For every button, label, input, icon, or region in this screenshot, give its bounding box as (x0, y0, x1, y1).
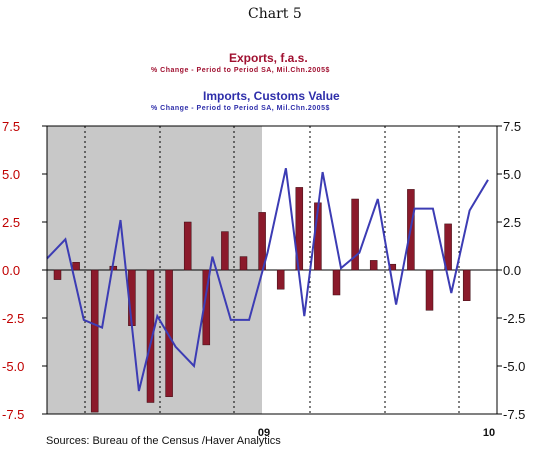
exports-bar (72, 262, 80, 271)
y-tick-label-right: 7.5 (503, 119, 521, 134)
x-tick-label: 10 (483, 427, 495, 439)
exports-bar (165, 269, 173, 397)
y-tick-label-left: 0.0 (2, 263, 20, 278)
y-tick-label-left: -7.5 (2, 407, 24, 422)
exports-bar (221, 231, 229, 271)
y-tick-label-right: 0.0 (503, 263, 521, 278)
exports-bar (462, 269, 471, 301)
exports-bar (276, 269, 285, 290)
y-tick-label-right: 2.5 (503, 215, 521, 230)
y-tick-label-left: -5.0 (2, 359, 24, 374)
y-tick-label-left: 5.0 (2, 167, 20, 182)
exports-bar (351, 198, 359, 271)
imports-line (46, 167, 489, 392)
y-tick-label-right: -5.0 (503, 359, 525, 374)
exports-bar (332, 269, 341, 296)
exports-bar (53, 269, 62, 280)
x-tick-label: 09 (258, 427, 270, 439)
y-tick-label-right: -7.5 (503, 407, 525, 422)
exports-bar (369, 260, 378, 271)
y-tick-label-left: 7.5 (2, 119, 20, 134)
exports-series-subtitle: % Change - Period to Period SA, Mil.Chn.… (151, 67, 330, 74)
y-tick-label-left: -2.5 (2, 311, 24, 326)
exports-bar (202, 269, 211, 346)
exports-bar (425, 269, 434, 311)
y-tick-label-right: 5.0 (503, 167, 521, 182)
source-note: Sources: Bureau of the Census /Haver Ana… (46, 435, 281, 447)
y-tick-label-left: 2.5 (2, 215, 20, 230)
exports-bar (239, 256, 248, 271)
exports-series-title: Exports, f.a.s. (229, 51, 308, 65)
exports-bar (146, 269, 155, 403)
chart-title: Chart 5 (248, 6, 302, 22)
exports-bar (444, 223, 452, 271)
exports-bar (183, 221, 192, 271)
imports-series-subtitle: % Change - Period to Period SA, Mil.Chn.… (151, 105, 330, 112)
imports-series-title: Imports, Customs Value (203, 89, 340, 103)
y-tick-label-right: -2.5 (503, 311, 525, 326)
exports-bar (90, 269, 99, 413)
